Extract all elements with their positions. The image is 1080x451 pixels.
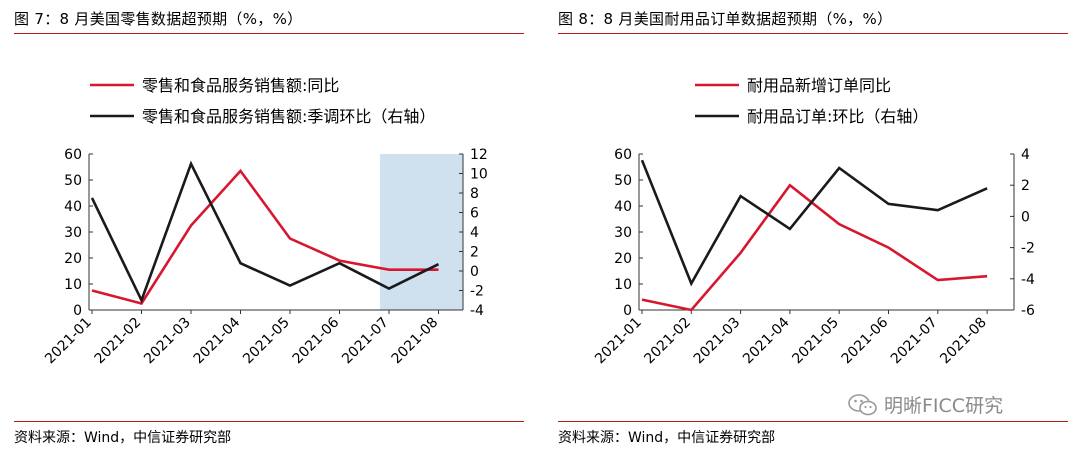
wechat-icon — [848, 394, 877, 416]
left-right-tick-label: 8 — [470, 186, 479, 202]
left-left-tick-label: 50 — [64, 173, 82, 189]
right-series-2-line — [640, 159, 988, 287]
left-right-tick-label: 0 — [470, 264, 479, 280]
left-x-tick-label: 2021-07 — [339, 315, 392, 368]
left-title-rule — [14, 33, 524, 34]
right-right-tick-label: -2 — [1021, 241, 1035, 257]
right-right-tick-label: 4 — [1021, 147, 1030, 163]
left-x-tick-label: 2021-02 — [92, 315, 145, 368]
left-x-tick-label: 2021-04 — [191, 314, 244, 367]
right-x-tick-label: 2021-01 — [592, 315, 645, 368]
right-x-tick-label: 2021-02 — [641, 315, 694, 368]
left-series-1-line — [91, 168, 439, 305]
right-x-tick-label: 2021-03 — [691, 315, 744, 368]
right-left-tick-label: 30 — [614, 225, 632, 241]
right-right-tick-label: 0 — [1021, 209, 1030, 225]
left-right-tick-label: 10 — [470, 167, 488, 183]
right-left-tick-label: 50 — [614, 173, 632, 189]
left-chart-title: 图 7：8 月美国零售数据超预期（%，%） — [14, 10, 303, 28]
right-left-tick-label: 60 — [614, 147, 632, 163]
left-left-tick-label: 0 — [73, 303, 82, 319]
right-chart: 0102030405060-6-4-20242021-012021-022021… — [592, 76, 1035, 368]
left-legend-label-2: 零售和食品服务销售额:季调环比（右轴） — [142, 107, 435, 126]
left-left-tick-label: 20 — [64, 251, 82, 267]
right-source: 资料来源：Wind，中信证券研究部 — [558, 430, 776, 446]
right-left-tick-label: 10 — [614, 277, 632, 293]
right-x-tick-label: 2021-05 — [789, 315, 842, 368]
left-right-tick-label: 6 — [470, 206, 479, 222]
right-title-rule — [558, 33, 1068, 34]
left-chart: 0 10 20 30 40 50 60 -4 -2 0 2 4 6 8 10 12 2021-012021-02… — [42, 76, 488, 368]
right-chart-title: 图 8：8 月美国耐用品订单数据超预期（%，%） — [558, 10, 893, 28]
left-x-tick-label: 2021-03 — [141, 315, 194, 368]
left-legend-label-1: 零售和食品服务销售额:同比 — [142, 76, 339, 95]
left-right-tick-label: 2 — [470, 245, 479, 261]
left-right-tick-label: -2 — [470, 284, 484, 300]
left-left-tick-label: 30 — [64, 225, 82, 241]
left-series-2-line — [90, 160, 440, 304]
right-x-tick-label: 2021-08 — [937, 315, 990, 368]
right-legend-label-2: 耐用品订单:环比（右轴） — [747, 107, 928, 126]
right-source-rule — [558, 421, 1068, 422]
left-x-tick-label: 2021-06 — [290, 314, 343, 367]
left-highlight-band — [380, 154, 463, 310]
left-x-tick-label: 2021-05 — [240, 315, 293, 368]
left-left-tick-label: 60 — [64, 147, 82, 163]
left-x-tick-label: 2021-08 — [389, 315, 442, 368]
right-x-tick-label: 2021-06 — [839, 314, 892, 367]
right-x-tick-label: 2021-07 — [888, 315, 941, 368]
left-source-rule — [14, 421, 524, 422]
right-x-tick-label: 2021-04 — [740, 314, 793, 367]
right-series-1-line — [641, 183, 988, 312]
right-left-tick-label: 0 — [623, 303, 632, 319]
left-right-tick-label: 12 — [470, 147, 488, 163]
right-legend-label-1: 耐用品新增订单同比 — [747, 76, 891, 95]
right-right-tick-label: -6 — [1021, 303, 1035, 319]
left-right-tick-label: 4 — [470, 225, 479, 241]
right-left-tick-label: 40 — [614, 199, 632, 215]
left-x-tick-label: 2021-01 — [42, 315, 95, 368]
left-left-tick-label: 10 — [64, 277, 82, 293]
right-left-tick-label: 20 — [614, 251, 632, 267]
right-right-tick-label: -4 — [1021, 272, 1035, 288]
left-source: 资料来源：Wind，中信证券研究部 — [14, 430, 232, 446]
left-left-tick-label: 40 — [64, 199, 82, 215]
right-right-tick-label: 2 — [1021, 178, 1030, 194]
left-right-tick-label: -4 — [470, 303, 484, 319]
watermark-text: 明晰FICC研究 — [884, 395, 1004, 417]
